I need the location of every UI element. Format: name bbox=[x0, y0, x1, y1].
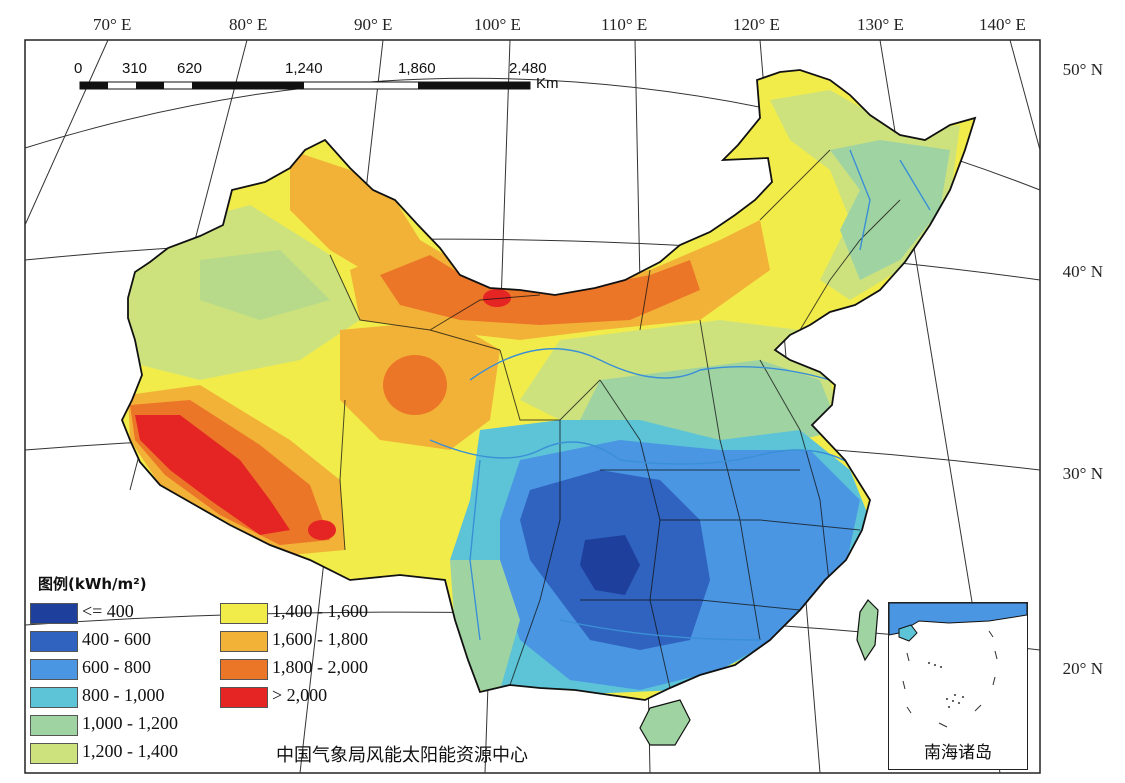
south-china-sea-inset: 南海诸岛 bbox=[888, 602, 1028, 770]
lon-label: 80° E bbox=[229, 15, 268, 34]
legend-swatch bbox=[30, 687, 78, 708]
legend-swatch bbox=[30, 659, 78, 680]
lon-label: 140° E bbox=[979, 15, 1026, 34]
legend-label: 1,400 - 1,600 bbox=[272, 601, 368, 621]
lon-label: 120° E bbox=[733, 15, 780, 34]
scale-tick-label: 1,240 bbox=[285, 60, 323, 77]
legend-label: 800 - 1,000 bbox=[82, 685, 165, 705]
scale-tick-label: 1,860 bbox=[398, 60, 436, 77]
source-credit: 中国气象局风能太阳能资源中心 bbox=[276, 745, 528, 766]
taiwan bbox=[856, 599, 879, 662]
hainan bbox=[639, 699, 691, 746]
legend-swatch bbox=[220, 603, 268, 624]
legend: 图例(kWh/m²) <= 400 400 - 600 600 - 800 80… bbox=[28, 570, 458, 770]
legend-swatch bbox=[30, 603, 78, 624]
lat-label: 50° N bbox=[1062, 60, 1103, 79]
inset-map bbox=[888, 602, 1028, 728]
legend-label: 1,000 - 1,200 bbox=[82, 713, 178, 733]
lon-label: 100° E bbox=[474, 15, 521, 34]
scale-tick-label: 0 bbox=[74, 60, 83, 77]
legend-swatch bbox=[220, 659, 268, 680]
lon-label: 70° E bbox=[93, 15, 132, 34]
legend-swatch bbox=[220, 631, 268, 652]
lat-label: 30° N bbox=[1062, 464, 1103, 483]
legend-swatch bbox=[30, 743, 78, 764]
scale-tick-label: 620 bbox=[177, 60, 203, 77]
scale-tick-label: 2,480 bbox=[509, 60, 547, 77]
legend-swatch bbox=[30, 715, 78, 736]
scale-bar bbox=[79, 81, 531, 90]
legend-swatch bbox=[30, 631, 78, 652]
scale-unit: Km bbox=[536, 75, 559, 92]
china-outline bbox=[121, 69, 977, 701]
legend-label: <= 400 bbox=[82, 601, 134, 621]
legend-title: 图例(kWh/m²) bbox=[38, 575, 147, 593]
inset-label: 南海诸岛 bbox=[924, 743, 992, 763]
legend-swatch bbox=[220, 687, 268, 708]
scale-tick-label: 310 bbox=[122, 60, 148, 77]
legend-label: 1,200 - 1,400 bbox=[82, 741, 178, 761]
lon-label: 90° E bbox=[354, 15, 393, 34]
lat-label: 40° N bbox=[1062, 262, 1103, 281]
lat-label: 20° N bbox=[1062, 659, 1103, 678]
lon-label: 130° E bbox=[857, 15, 904, 34]
legend-label: 600 - 800 bbox=[82, 657, 151, 677]
lon-label: 110° E bbox=[601, 15, 648, 34]
legend-label: 1,600 - 1,800 bbox=[272, 629, 368, 649]
legend-label: 400 - 600 bbox=[82, 629, 151, 649]
legend-label: 1,800 - 2,000 bbox=[272, 657, 368, 677]
legend-label: > 2,000 bbox=[272, 685, 328, 705]
